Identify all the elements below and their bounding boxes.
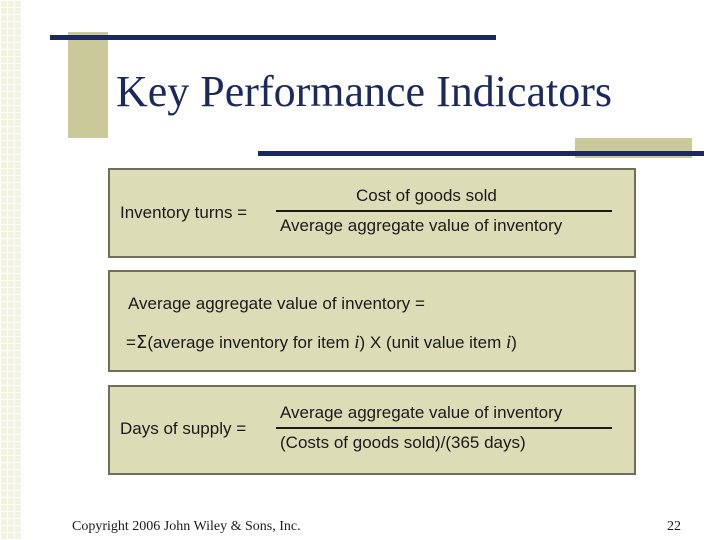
copyright-footer: Copyright 2006 John Wiley & Sons, Inc.: [72, 519, 301, 534]
days-of-supply-numerator: Average aggregate value of inventory: [280, 403, 563, 422]
inventory-turns-denominator: Average aggregate value of inventory: [280, 216, 563, 235]
days-of-supply-denominator: (Costs of goods sold)/(365 days): [280, 433, 526, 452]
inventory-turns-box: Inventory turns = Cost of goods sold Ave…: [108, 168, 636, 258]
page-number: 22: [667, 519, 681, 534]
decorative-navy-bar-top: [50, 35, 496, 40]
days-of-supply-box: Days of supply = Average aggregate value…: [108, 385, 636, 475]
days-of-supply-label: Days of supply =: [120, 419, 247, 438]
slide-title: Key Performance Indicators: [116, 67, 613, 116]
decorative-navy-bar-mid: [258, 151, 704, 156]
grid-pattern-strip: [0, 0, 22, 540]
decorative-olive-block: [68, 32, 108, 138]
aggregate-value-line2: =Σ(average inventory for item i) X (unit…: [126, 332, 517, 354]
aggregate-part2: ) X (unit value item: [359, 333, 506, 352]
aggregate-part3: ): [511, 333, 517, 352]
variable-i-1: i: [354, 332, 360, 353]
inventory-turns-label: Inventory turns =: [120, 203, 248, 222]
inventory-turns-fraction-line: [276, 210, 612, 212]
aggregate-part1: (average inventory for item: [147, 333, 355, 352]
equals-sign: =: [126, 333, 136, 352]
inventory-turns-numerator: Cost of goods sold: [356, 186, 497, 205]
days-of-supply-fraction-line: [276, 427, 612, 429]
variable-i-2: i: [505, 332, 512, 353]
sigma-icon: Σ: [135, 332, 148, 353]
aggregate-value-box: Average aggregate value of inventory = =…: [108, 270, 636, 372]
aggregate-value-line1: Average aggregate value of inventory =: [128, 294, 425, 313]
